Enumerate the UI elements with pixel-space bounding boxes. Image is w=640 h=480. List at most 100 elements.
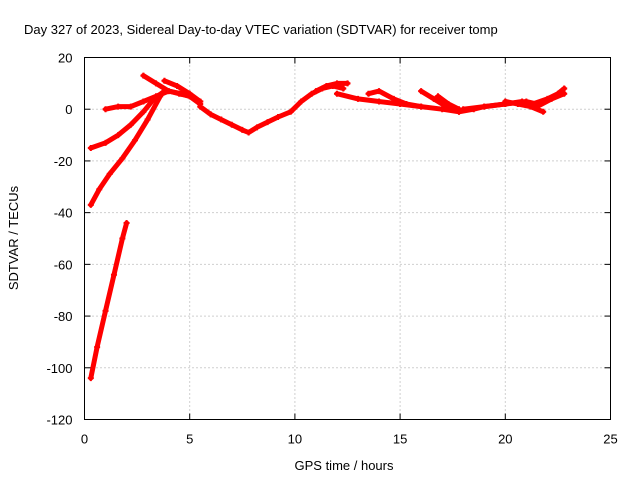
data-point — [376, 98, 383, 105]
y-tick-label: -100 — [46, 361, 72, 376]
data-point — [87, 145, 94, 151]
series-line — [313, 80, 350, 94]
series-line — [162, 78, 203, 104]
series-track-10 — [365, 88, 425, 110]
y-tick-label: -20 — [54, 154, 73, 169]
data-point — [376, 88, 383, 95]
chart-title: Day 327 of 2023, Sidereal Day-to-day VTE… — [24, 22, 498, 37]
data-point — [174, 82, 181, 89]
plot-frame — [84, 57, 611, 420]
data-point — [312, 88, 319, 95]
data-point — [481, 103, 488, 110]
x-tick-label: 15 — [393, 432, 407, 447]
data-point — [254, 124, 261, 131]
data-point — [365, 90, 372, 97]
series-line — [418, 88, 462, 115]
data-point — [228, 121, 235, 128]
data-point — [96, 186, 103, 193]
data-point — [186, 90, 193, 97]
x-tick-label: 0 — [81, 432, 88, 447]
data-point — [287, 108, 294, 115]
data-point — [140, 72, 147, 79]
data-point — [127, 121, 134, 128]
data-point — [548, 95, 555, 102]
data-point — [245, 129, 252, 136]
data-point — [390, 95, 397, 102]
data-point — [123, 219, 130, 226]
y-tick-labels: -120 -100 -80 -60 -40 -20 0 20 — [46, 51, 72, 428]
data-point — [333, 80, 340, 87]
x-tick-labels: 0 5 10 15 20 25 — [81, 432, 618, 447]
series-track-8 — [312, 80, 351, 95]
data-point — [460, 106, 467, 113]
y-tick-label: -40 — [54, 206, 73, 221]
x-tick-label: 25 — [603, 432, 617, 447]
data-point — [264, 119, 271, 126]
data-point — [561, 90, 568, 97]
x-tick-label: 10 — [288, 432, 302, 447]
data-point — [514, 101, 521, 108]
data-point — [434, 93, 441, 100]
series-track-7 — [197, 82, 347, 136]
data-point — [131, 137, 138, 144]
data-point — [218, 116, 225, 123]
data-point — [333, 90, 340, 97]
data-series — [87, 72, 568, 382]
data-point — [87, 201, 94, 208]
series-track-1 — [87, 219, 130, 382]
data-point — [102, 106, 109, 113]
data-point — [161, 77, 168, 84]
data-point — [153, 80, 160, 87]
data-point — [197, 98, 204, 105]
data-point — [102, 307, 109, 314]
data-point — [430, 95, 437, 102]
data-point — [110, 271, 117, 278]
data-point — [275, 113, 282, 120]
data-point — [355, 95, 362, 102]
series-track-16 — [533, 90, 568, 110]
y-tick-label: 20 — [58, 51, 72, 66]
data-point — [561, 85, 568, 92]
data-point — [87, 375, 94, 382]
data-point — [418, 88, 425, 95]
data-point — [119, 155, 126, 162]
data-point — [445, 101, 452, 108]
data-point — [340, 85, 347, 92]
data-point — [106, 170, 113, 177]
data-point — [165, 88, 172, 95]
data-point — [153, 93, 160, 100]
data-point — [533, 103, 540, 110]
series-line — [197, 83, 346, 135]
data-point — [127, 103, 134, 110]
data-point — [529, 101, 536, 108]
data-point — [540, 108, 547, 115]
data-point — [344, 80, 351, 87]
x-tick-label: 5 — [186, 432, 193, 447]
data-point — [94, 344, 101, 351]
data-point — [239, 126, 246, 133]
data-point — [323, 82, 330, 89]
x-tick-label: 20 — [498, 432, 512, 447]
series-track-6 — [161, 77, 204, 105]
data-point — [102, 139, 109, 146]
data-point — [197, 103, 204, 110]
y-tick-label: -80 — [54, 309, 73, 324]
data-point — [115, 103, 122, 110]
data-point — [418, 103, 425, 110]
data-point — [403, 101, 410, 108]
grid-lines — [84, 57, 611, 420]
series-track-2 — [87, 93, 164, 208]
x-axis-label: GPS time / hours — [295, 458, 394, 473]
data-point — [140, 108, 147, 115]
data-point — [298, 98, 305, 105]
y-tick-label: -120 — [46, 413, 72, 428]
series-line — [88, 220, 130, 381]
data-point — [439, 106, 446, 113]
y-tick-label: -60 — [54, 257, 73, 272]
data-point — [115, 132, 122, 139]
y-axis-label: SDTVAR / TECUs — [6, 185, 21, 290]
data-point — [308, 90, 315, 97]
data-point — [140, 98, 147, 105]
data-point — [144, 116, 151, 123]
